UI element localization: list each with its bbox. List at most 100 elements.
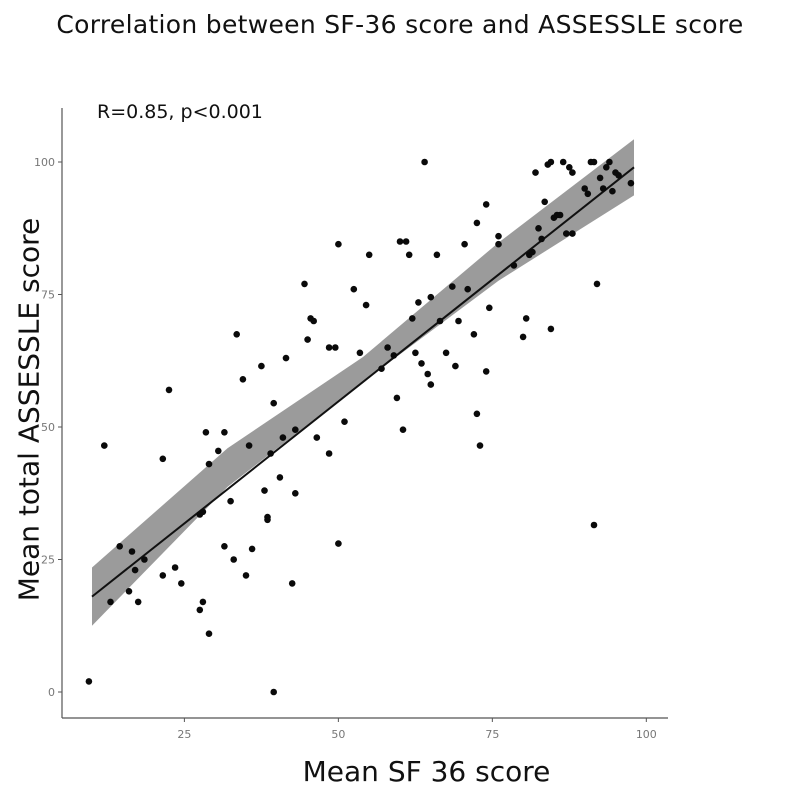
data-point: [529, 248, 536, 256]
data-point: [399, 426, 407, 434]
data-point: [482, 201, 490, 208]
data-point: [396, 238, 404, 245]
data-point: [449, 283, 456, 290]
data-point: [393, 394, 401, 402]
data-point: [559, 158, 567, 166]
data-point: [85, 678, 93, 685]
data-point: [239, 376, 247, 383]
data-point: [563, 230, 570, 237]
data-point: [282, 354, 290, 362]
data-point: [409, 315, 416, 322]
y-tick-label: 0: [48, 686, 55, 699]
data-point: [356, 349, 364, 357]
data-point: [464, 285, 472, 293]
data-point: [384, 344, 391, 351]
confidence-band-layer: [92, 139, 634, 626]
data-point: [427, 293, 435, 301]
data-point: [116, 543, 123, 550]
data-point: [261, 487, 268, 494]
data-point: [332, 344, 339, 351]
data-point: [627, 179, 635, 187]
data-point: [279, 434, 287, 441]
data-point: [547, 325, 555, 333]
data-point: [596, 174, 604, 182]
data-point: [609, 187, 616, 195]
y-axis-label: Mean total ASSESSLE score: [12, 217, 46, 602]
data-point: [325, 450, 333, 457]
data-point: [584, 190, 592, 198]
data-point: [276, 474, 284, 481]
data-point: [199, 508, 207, 516]
data-point: [473, 410, 481, 418]
data-point: [378, 365, 385, 373]
data-point: [538, 235, 545, 243]
data-point: [171, 564, 179, 571]
data-point: [270, 399, 278, 407]
data-point: [178, 580, 185, 587]
data-point: [221, 543, 228, 550]
data-point: [402, 238, 410, 245]
y-tick-label: 100: [34, 156, 55, 169]
data-point: [424, 370, 432, 378]
data-point: [390, 352, 398, 359]
x-tick-label: 100: [636, 728, 657, 741]
points-layer: [85, 158, 635, 696]
data-point: [215, 447, 222, 455]
data-point: [128, 548, 136, 555]
data-point: [134, 598, 142, 606]
data-point: [473, 219, 481, 227]
data-point: [461, 240, 468, 248]
data-point: [569, 169, 576, 176]
data-point: [248, 545, 256, 553]
y-tick-label: 50: [41, 421, 55, 434]
x-tick-label: 75: [485, 728, 499, 741]
data-point: [101, 442, 108, 449]
data-point: [202, 429, 210, 436]
data-point: [362, 301, 370, 309]
data-point: [159, 572, 167, 579]
data-point: [590, 521, 598, 529]
data-point: [482, 368, 490, 375]
data-point: [270, 688, 278, 696]
data-point: [350, 285, 358, 293]
data-point: [599, 185, 607, 192]
data-point: [535, 225, 542, 232]
data-point: [442, 349, 450, 357]
data-point: [264, 516, 271, 524]
data-point: [569, 230, 576, 237]
data-point: [522, 315, 530, 322]
data-point: [325, 344, 333, 351]
data-point: [242, 572, 250, 579]
data-point: [205, 460, 213, 468]
data-point: [603, 164, 610, 171]
data-point: [245, 442, 253, 449]
data-point: [581, 185, 588, 192]
data-point: [486, 304, 493, 312]
x-axis-label: Mean SF 36 score: [302, 755, 551, 788]
data-point: [495, 240, 502, 248]
y-tick-label: 25: [41, 554, 55, 567]
data-point: [258, 362, 265, 370]
data-point: [606, 158, 613, 166]
data-point: [510, 262, 518, 269]
data-point: [455, 317, 462, 325]
data-point: [125, 588, 133, 595]
data-point: [593, 280, 601, 288]
correlation-annotation: R=0.85, p<0.001: [97, 101, 263, 123]
data-point: [415, 299, 422, 306]
data-point: [310, 317, 318, 325]
data-point: [233, 331, 240, 338]
chart-title: Correlation between SF-36 score and ASSE…: [56, 10, 744, 39]
data-point: [304, 336, 311, 343]
data-point: [159, 455, 167, 463]
data-point: [205, 630, 213, 637]
data-point: [541, 198, 548, 206]
data-point: [288, 580, 296, 587]
data-point: [141, 556, 148, 563]
confidence-band: [92, 139, 634, 626]
data-point: [165, 386, 173, 394]
fit-line-layer: [91, 166, 635, 598]
data-point: [427, 381, 435, 388]
data-point: [221, 429, 228, 436]
